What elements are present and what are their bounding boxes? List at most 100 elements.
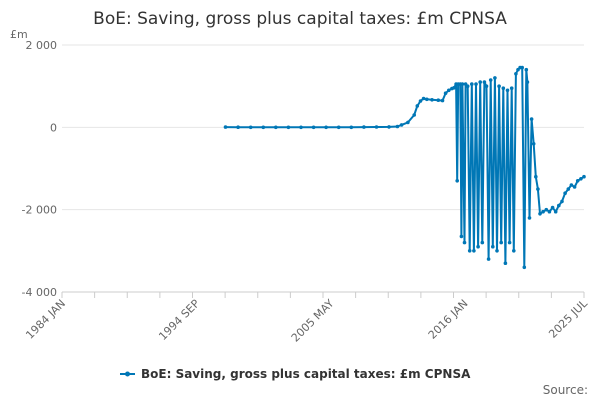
data-point-0-63[interactable] [520,65,524,70]
data-point-0-66[interactable] [525,80,530,84]
data-point-0-13[interactable] [387,125,391,129]
data-point-0-3[interactable] [261,125,266,130]
data-point-0-43[interactable] [478,80,483,84]
data-point-0-41[interactable] [474,82,478,86]
data-point-0-70[interactable] [534,174,538,179]
data-point-0-6[interactable] [299,125,303,130]
data-point-0-26[interactable] [447,88,451,93]
data-point-0-10[interactable] [349,125,354,130]
data-point-0-39[interactable] [470,82,474,86]
data-point-0-22[interactable] [430,98,434,102]
data-point-0-53[interactable] [499,240,504,245]
x-axis [61,291,585,298]
data-point-0-33[interactable] [459,234,464,239]
x-axis-ticks: 1984 JAN 1994 SEP 2005 MAY 2016 JAN 2025 JUL [23,296,590,344]
data-point-0-81[interactable] [566,187,571,191]
x-tick-label-4: 2025 JUL [546,296,590,340]
data-point-0-78[interactable] [557,203,561,208]
data-point-0-52[interactable] [497,84,501,88]
data-point-0-44[interactable] [480,240,485,245]
legend-label: BoE: Saving, gross plus capital taxes: £… [141,367,471,381]
data-point-0-85[interactable] [579,177,583,181]
data-point-0-60[interactable] [514,72,518,76]
data-point-0-11[interactable] [362,125,366,129]
chart-title: BoE: Saving, gross plus capital taxes: £… [93,9,507,29]
x-tick-label-0: 1984 JAN [23,297,68,342]
y-tick-label-3: -4 000 [22,286,57,299]
data-point-0-12[interactable] [374,125,379,129]
data-point-0-75[interactable] [547,209,552,214]
data-point-0-84[interactable] [575,179,580,183]
data-point-0-59[interactable] [512,249,516,253]
data-point-0-47[interactable] [486,257,491,261]
data-point-0-24[interactable] [440,98,445,103]
data-point-0-9[interactable] [336,125,341,130]
data-point-0-67[interactable] [527,216,532,220]
data-point-0-8[interactable] [324,125,328,130]
data-point-0-54[interactable] [501,86,506,90]
data-point-0-72[interactable] [538,212,542,216]
source-label: Source: [543,383,588,397]
y-tick-label-0: 2 000 [26,39,58,52]
data-point-0-37[interactable] [465,84,470,88]
data-point-0-40[interactable] [472,249,476,253]
data-point-0-7[interactable] [311,125,316,130]
data-point-0-15[interactable] [399,123,404,127]
data-point-0-0[interactable] [223,125,228,129]
data-point-0-68[interactable] [529,117,534,121]
data-point-0-77[interactable] [553,209,558,214]
data-point-0-2[interactable] [248,125,253,130]
data-point-0-25[interactable] [443,91,448,95]
data-point-0-76[interactable] [550,205,555,210]
data-point-0-46[interactable] [484,84,489,88]
data-point-0-14[interactable] [395,124,400,129]
y-unit-label: £m [10,28,28,41]
data-point-0-45[interactable] [482,80,487,84]
data-point-0-74[interactable] [544,207,549,212]
data-point-0-80[interactable] [563,191,567,195]
data-point-0-17[interactable] [412,113,417,117]
data-point-0-5[interactable] [286,125,291,130]
series-line-0 [225,66,585,269]
data-point-0-71[interactable] [536,187,540,191]
data-point-0-35[interactable] [462,240,467,245]
data-point-0-65[interactable] [524,67,529,72]
data-point-0-79[interactable] [560,199,564,204]
data-point-0-64[interactable] [522,265,527,270]
data-point-0-57[interactable] [507,240,512,245]
data-point-0-83[interactable] [572,185,577,189]
y-axis-ticks: 2 000 0 -2 000 -4 000 [22,39,57,299]
x-tick-label-1: 1994 SEP [156,297,202,343]
data-point-0-19[interactable] [418,99,423,103]
x-tick-label-3: 2016 JAN [426,297,471,342]
data-point-0-30[interactable] [455,179,460,183]
data-point-0-16[interactable] [406,120,410,125]
data-point-0-69[interactable] [531,142,536,146]
data-point-0-18[interactable] [415,104,420,108]
legend-dot-marker [125,371,130,377]
data-point-0-51[interactable] [495,249,499,253]
data-point-0-48[interactable] [488,78,493,82]
data-point-0-34[interactable] [460,82,465,86]
data-point-0-20[interactable] [421,96,426,101]
data-point-0-49[interactable] [491,244,495,249]
data-point-0-56[interactable] [505,88,510,93]
y-tick-label-1: 0 [50,121,57,134]
data-point-0-38[interactable] [467,249,472,253]
data-point-0-58[interactable] [509,86,514,90]
y-tick-label-2: -2 000 [22,204,57,217]
data-point-0-4[interactable] [274,125,278,130]
data-point-0-73[interactable] [541,209,545,214]
data-point-0-86[interactable] [582,174,586,179]
data-point-0-50[interactable] [493,76,497,80]
data-point-0-82[interactable] [569,183,574,187]
data-point-0-1[interactable] [236,125,240,129]
data-point-0-55[interactable] [503,261,508,266]
data-point-0-23[interactable] [436,98,441,102]
data-point-0-28[interactable] [452,86,456,90]
data-point-0-42[interactable] [476,244,480,249]
legend[interactable]: BoE: Saving, gross plus capital taxes: £… [120,367,471,381]
data-point-0-21[interactable] [425,97,429,102]
